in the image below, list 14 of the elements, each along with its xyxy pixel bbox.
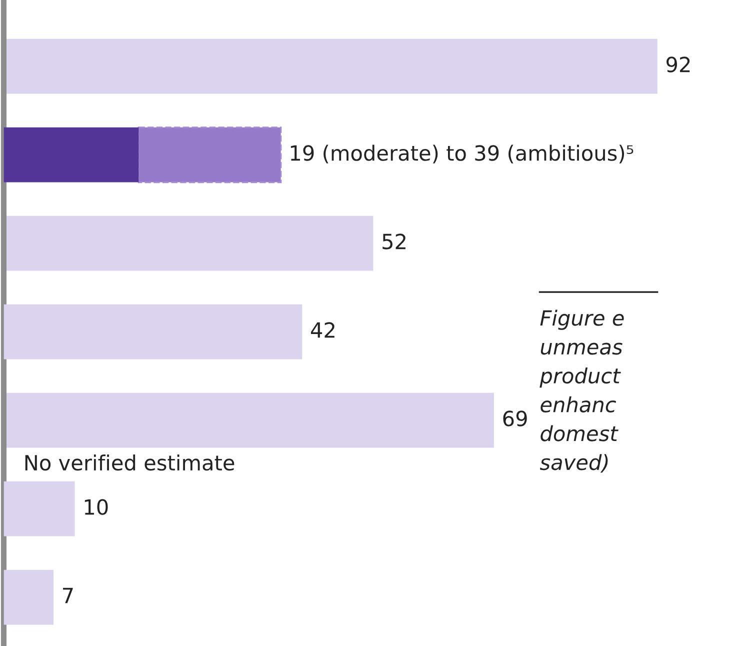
bar [4, 570, 54, 625]
annotation: No verified estimate [25, 454, 234, 471]
data-label: 69 [503, 410, 527, 426]
bar [4, 127, 139, 182]
data-label: 42 [310, 322, 334, 338]
bar [4, 304, 302, 360]
data-label: 52 [382, 234, 406, 250]
total-label: 19 (moderate) to 39 (ambitious)⁵ [290, 144, 634, 164]
data-label: 92 [666, 56, 690, 72]
data-label: 10 [84, 499, 108, 515]
bar [4, 481, 75, 536]
annotation: Figure e unmeas product enhanc domest saved) [540, 310, 624, 473]
bar [138, 126, 282, 184]
data-label: 7 [63, 588, 73, 604]
